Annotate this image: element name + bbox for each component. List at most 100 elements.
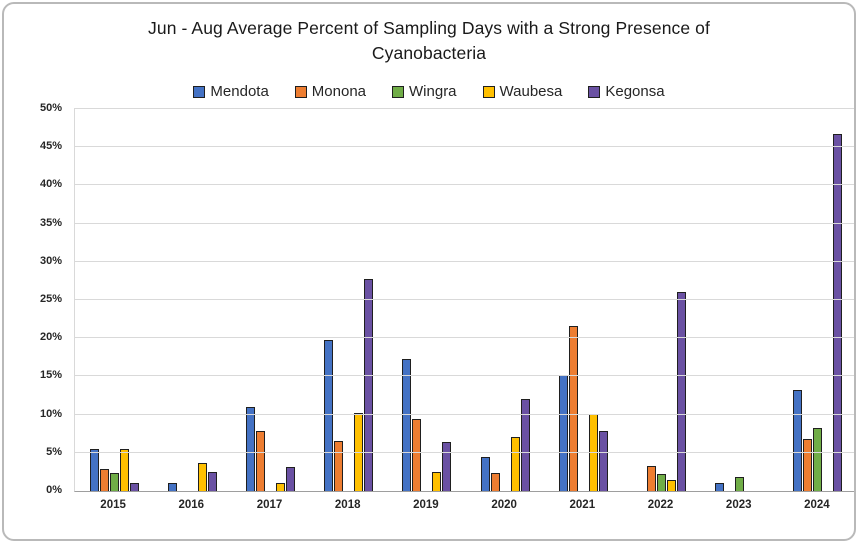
gridline	[75, 451, 854, 453]
bar-slot	[256, 109, 266, 491]
bar-slot	[647, 109, 657, 491]
x-axis-label-2017: 2017	[256, 499, 283, 511]
plot-area	[74, 108, 854, 492]
bar-slot	[89, 109, 99, 491]
bar-slot	[745, 109, 755, 491]
bar-mendota-2023	[715, 483, 725, 491]
bar-kegonsa-2016	[207, 472, 217, 491]
bar-slot	[119, 109, 129, 491]
bar-waubesa-2015	[119, 449, 129, 491]
x-axis-label-2015: 2015	[100, 499, 126, 511]
bar-kegonsa-2021	[598, 431, 608, 491]
legend-item-waubesa: Waubesa	[482, 83, 562, 100]
legend-item-wingra: Wingra	[392, 83, 457, 100]
bar-slot	[402, 109, 412, 491]
bar-slot	[480, 109, 490, 491]
bar-waubesa-2016	[197, 463, 207, 491]
legend-swatch-icon	[392, 85, 405, 98]
bar-group-2021	[544, 109, 622, 491]
bar-monona-2021	[568, 326, 578, 491]
bar-slot	[735, 109, 745, 491]
bar-kegonsa-2018	[364, 279, 374, 491]
bar-groups	[75, 109, 854, 491]
bar-slot	[500, 109, 510, 491]
bar-slot	[667, 109, 677, 491]
legend-label: Mendota	[210, 83, 269, 100]
bar-monona-2019	[412, 419, 422, 491]
bar-slot	[677, 109, 687, 491]
bar-monona-2022	[647, 466, 657, 491]
bar-slot	[803, 109, 813, 491]
bar-slot	[246, 109, 256, 491]
bar-wingra-2023	[735, 477, 745, 491]
x-axis-label-2021: 2021	[569, 499, 596, 511]
bar-slot	[833, 109, 843, 491]
bar-waubesa-2020	[510, 437, 520, 491]
bar-slot	[109, 109, 119, 491]
x-axis-label-2023: 2023	[725, 499, 752, 511]
bar-wingra-2022	[657, 474, 667, 491]
bar-group-2016	[153, 109, 231, 491]
gridline	[75, 337, 854, 339]
legend-label: Monona	[311, 83, 367, 100]
bar-kegonsa-2015	[129, 483, 139, 491]
bar-group-2019	[388, 109, 466, 491]
bar-kegonsa-2022	[677, 292, 687, 491]
legend-swatch-icon	[193, 85, 206, 98]
bar-slot	[558, 109, 568, 491]
bar-waubesa-2022	[667, 480, 677, 491]
bar-group-2017	[231, 109, 309, 491]
bar-kegonsa-2017	[286, 467, 295, 491]
y-axis-tick-label: 40%	[39, 178, 62, 191]
bar-slot	[432, 109, 442, 491]
bar-slot	[657, 109, 667, 491]
legend-item-monona: Monona	[294, 83, 367, 100]
x-axis-label-2020: 2020	[491, 499, 517, 511]
bar-slot	[755, 109, 765, 491]
bar-monona-2024	[803, 439, 813, 491]
legend-swatch-icon	[482, 85, 495, 98]
legend-item-mendota: Mendota	[193, 83, 269, 100]
bar-slot	[598, 109, 608, 491]
gridline	[75, 184, 854, 186]
gridline	[75, 299, 854, 300]
bar-mendota-2020	[480, 457, 490, 491]
x-axis-label-2024: 2024	[804, 499, 830, 511]
bar-group-2023	[701, 109, 779, 491]
bar-slot	[364, 109, 374, 491]
bar-slot	[715, 109, 725, 491]
bar-mendota-2017	[246, 407, 255, 491]
gridline	[75, 413, 854, 415]
legend: Mendota Monona Wingra Waubesa Kegonsa	[4, 83, 854, 100]
gridline	[75, 260, 854, 262]
bar-slot	[266, 109, 276, 491]
gridline	[75, 375, 854, 377]
bar-mendota-2018	[324, 340, 334, 491]
x-axis-labels: 2015 2016 2017 2018 2019 2020 2021 2022 2023 2024	[74, 499, 854, 511]
y-axis-tick-label: 10%	[39, 407, 62, 420]
bar-wingra-2024	[813, 428, 823, 491]
bar-slot	[568, 109, 578, 491]
bar-slot	[442, 109, 452, 491]
bar-group-2022	[622, 109, 700, 491]
bar-monona-2020	[490, 473, 500, 491]
gridline	[75, 146, 854, 148]
bar-slot	[334, 109, 344, 491]
bar-mendota-2015	[89, 449, 99, 491]
bar-slot	[187, 109, 197, 491]
y-axis-tick-label: 35%	[39, 216, 62, 229]
bar-waubesa-2017	[276, 483, 285, 491]
x-axis-label-2016: 2016	[178, 499, 205, 511]
bar-slot	[286, 109, 296, 491]
gridline	[75, 222, 854, 224]
bar-slot	[490, 109, 500, 491]
legend-swatch-icon	[294, 85, 307, 98]
y-axis-tick-label: 5%	[46, 445, 62, 458]
legend-label: Wingra	[409, 83, 457, 100]
y-axis-tick-label: 20%	[39, 331, 62, 344]
bar-monona-2018	[334, 441, 344, 491]
bar-slot	[637, 109, 647, 491]
bar-waubesa-2019	[432, 472, 442, 491]
bar-group-2024	[779, 109, 854, 491]
